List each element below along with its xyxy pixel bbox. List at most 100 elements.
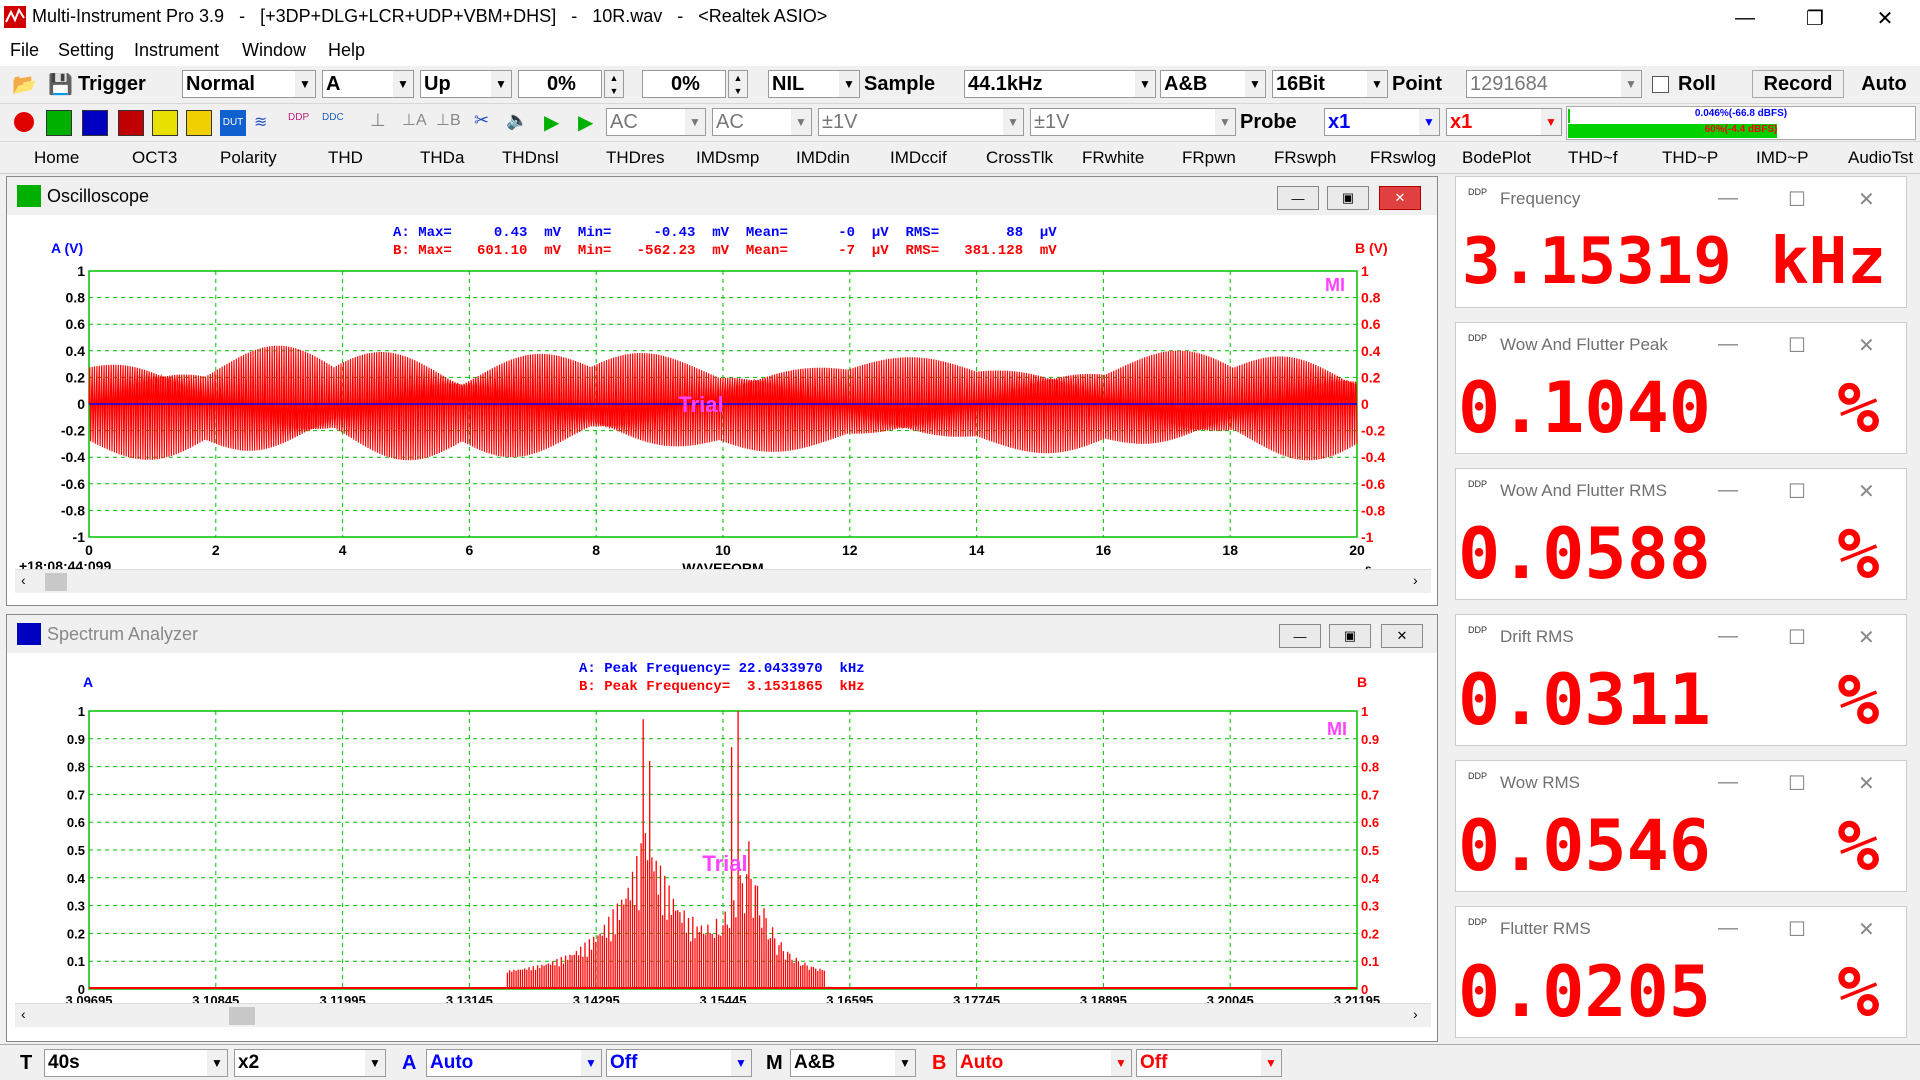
coupling-a-select[interactable]: AC ▼ bbox=[606, 108, 706, 136]
range-b-select[interactable]: ±1V ▼ bbox=[1030, 108, 1236, 136]
maximize-icon[interactable]: ☐ bbox=[1788, 481, 1806, 503]
maximize-icon[interactable]: ☐ bbox=[1788, 773, 1806, 795]
menu-help[interactable]: Help bbox=[328, 40, 366, 60]
menu-instrument[interactable]: Instrument bbox=[134, 40, 220, 60]
tab-home[interactable]: Home bbox=[34, 148, 80, 167]
menu-file[interactable]: File bbox=[10, 40, 40, 60]
tools-icon[interactable]: ✂ bbox=[474, 110, 490, 130]
tab-thdp[interactable]: THD~P bbox=[1662, 148, 1719, 167]
osc-close-button[interactable]: ✕ bbox=[1379, 186, 1421, 210]
maximize-icon[interactable]: ☐ bbox=[1788, 189, 1806, 211]
tab-imddin[interactable]: IMDdin bbox=[796, 148, 850, 167]
oscilloscope-plot[interactable]: 0 2 4 6 8 10 12 14 16 18 20 1 1 0.8 0.8 0.6 0.6 0.4 0.4 0.2… bbox=[7, 217, 1437, 617]
trigger-mode-select[interactable]: Normal ▼ bbox=[182, 70, 316, 98]
oscilloscope-icon[interactable] bbox=[46, 110, 72, 136]
tab-thd[interactable]: THD bbox=[328, 148, 363, 167]
spec-maximize-button[interactable]: ▣ bbox=[1329, 624, 1371, 648]
ddc-icon[interactable]: DDC bbox=[322, 112, 344, 123]
tab-thdf[interactable]: THD~f bbox=[1568, 148, 1618, 167]
minimize-icon[interactable]: — bbox=[1718, 479, 1738, 501]
close-icon[interactable]: ✕ bbox=[1858, 919, 1875, 941]
osc-maximize-button[interactable]: ▣ bbox=[1327, 186, 1369, 210]
bits-select[interactable]: 16Bit ▼ bbox=[1272, 70, 1388, 98]
minimize-icon[interactable]: — bbox=[1718, 771, 1738, 793]
close-icon[interactable]: ✕ bbox=[1858, 335, 1875, 357]
channel-b-icon[interactable]: ⊥B bbox=[436, 112, 461, 129]
points-select[interactable]: 1291684 ▼ bbox=[1466, 70, 1642, 98]
channels-select[interactable]: A&B ▼ bbox=[1160, 70, 1266, 98]
channel-b-off-select[interactable]: Off ▼ bbox=[1136, 1049, 1282, 1077]
tab-frswlog[interactable]: FRswlog bbox=[1370, 148, 1437, 167]
ddp-icon[interactable]: DDP bbox=[288, 112, 310, 123]
tab-imdccif[interactable]: IMDccif bbox=[890, 148, 947, 167]
tab-thdnsl[interactable]: THDnsl bbox=[502, 148, 559, 167]
record-button[interactable]: Record bbox=[1752, 70, 1844, 98]
restore-button[interactable]: ❐ bbox=[1780, 0, 1850, 36]
auto-button[interactable]: Auto bbox=[1861, 72, 1907, 95]
sample-rate-select[interactable]: 44.1kHz ▼ bbox=[964, 70, 1156, 98]
channel-b-mode-select[interactable]: Auto ▼ bbox=[956, 1049, 1132, 1077]
spectrum-plot[interactable]: 3.09695 3.10845 3.11995 3.13145 3.14295 3.154… bbox=[7, 655, 1437, 1045]
spec-scrollbar[interactable]: ‹ › bbox=[15, 1003, 1431, 1027]
trigger-level-stepper[interactable]: ▲ ▼ bbox=[604, 70, 624, 98]
close-icon[interactable]: ✕ bbox=[1858, 773, 1875, 795]
save-icon[interactable]: 💾 bbox=[48, 74, 73, 96]
roll-checkbox[interactable] bbox=[1652, 76, 1669, 93]
tab-imdsmp[interactable]: IMDsmp bbox=[696, 148, 760, 167]
trigger-edge-select[interactable]: Up ▼ bbox=[420, 70, 512, 98]
maximize-icon[interactable]: ☐ bbox=[1788, 335, 1806, 357]
tab-thdres[interactable]: THDres bbox=[606, 148, 665, 167]
record-dot-icon[interactable] bbox=[14, 112, 34, 132]
signal-generator-icon[interactable] bbox=[152, 110, 178, 136]
tab-crosstlk[interactable]: CrossTlk bbox=[986, 148, 1054, 167]
trigger-delay-input[interactable]: 0% bbox=[642, 70, 726, 98]
zoom-select[interactable]: x2 ▼ bbox=[234, 1049, 386, 1077]
channel-a-mode-select[interactable]: Auto ▼ bbox=[426, 1049, 602, 1077]
probe-a-select[interactable]: x1 ▼ bbox=[1324, 108, 1440, 136]
close-icon[interactable]: ✕ bbox=[1858, 627, 1875, 649]
scroll-thumb[interactable] bbox=[229, 1007, 255, 1025]
spec-minimize-button[interactable]: — bbox=[1279, 624, 1321, 648]
dut-icon[interactable]: DUT bbox=[220, 110, 246, 136]
multimeter-icon[interactable] bbox=[118, 110, 144, 136]
tab-bodeplot[interactable]: BodePlot bbox=[1462, 148, 1531, 167]
range-a-select[interactable]: ±1V ▼ bbox=[818, 108, 1024, 136]
tab-oct3[interactable]: OCT3 bbox=[132, 148, 178, 167]
scroll-left-icon[interactable]: ‹ bbox=[21, 1006, 26, 1022]
trigger-level-input[interactable]: 0% bbox=[518, 70, 602, 98]
tab-frswph[interactable]: FRswph bbox=[1274, 148, 1337, 167]
minimize-icon[interactable]: — bbox=[1718, 625, 1738, 647]
play-once-icon[interactable]: ▶ bbox=[578, 112, 594, 134]
trigger-delay-stepper[interactable]: ▲ ▼ bbox=[728, 70, 748, 98]
osc-scrollbar[interactable]: ‹ › bbox=[15, 569, 1431, 593]
waveform-icon[interactable]: ≋ bbox=[254, 114, 268, 131]
play-icon[interactable]: ▶ bbox=[544, 112, 560, 134]
minimize-icon[interactable]: — bbox=[1718, 333, 1738, 355]
osc-minimize-button[interactable]: — bbox=[1277, 186, 1319, 210]
trigger-source-select[interactable]: A ▼ bbox=[322, 70, 414, 98]
minimize-button[interactable]: — bbox=[1710, 0, 1780, 36]
channel-a-off-select[interactable]: Off ▼ bbox=[606, 1049, 752, 1077]
menu-setting[interactable]: Setting bbox=[58, 40, 115, 60]
scroll-right-icon[interactable]: › bbox=[1413, 1006, 1418, 1022]
maximize-icon[interactable]: ☐ bbox=[1788, 919, 1806, 941]
minimize-icon[interactable]: — bbox=[1718, 187, 1738, 209]
speaker-icon[interactable]: 🔈 bbox=[506, 110, 529, 130]
coupling-b-select[interactable]: AC ▼ bbox=[712, 108, 812, 136]
tab-frpwn[interactable]: FRpwn bbox=[1182, 148, 1236, 167]
channel-a-icon[interactable]: ⊥A bbox=[402, 112, 427, 129]
open-folder-icon[interactable]: 📂 bbox=[12, 74, 37, 96]
menu-window[interactable]: Window bbox=[242, 40, 307, 60]
probe-b-select[interactable]: x1 ▼ bbox=[1446, 108, 1562, 136]
close-button[interactable]: ✕ bbox=[1850, 0, 1920, 36]
filter-select[interactable]: NIL ▼ bbox=[768, 70, 860, 98]
tab-frwhite[interactable]: FRwhite bbox=[1082, 148, 1145, 167]
math-select[interactable]: A&B ▼ bbox=[790, 1049, 916, 1077]
tab-thda[interactable]: THDa bbox=[420, 148, 465, 167]
close-icon[interactable]: ✕ bbox=[1858, 481, 1875, 503]
time-select[interactable]: 40s ▼ bbox=[44, 1049, 228, 1077]
maximize-icon[interactable]: ☐ bbox=[1788, 627, 1806, 649]
close-icon[interactable]: ✕ bbox=[1858, 189, 1875, 211]
sweep-icon[interactable] bbox=[186, 110, 212, 136]
scroll-right-icon[interactable]: › bbox=[1413, 572, 1418, 588]
